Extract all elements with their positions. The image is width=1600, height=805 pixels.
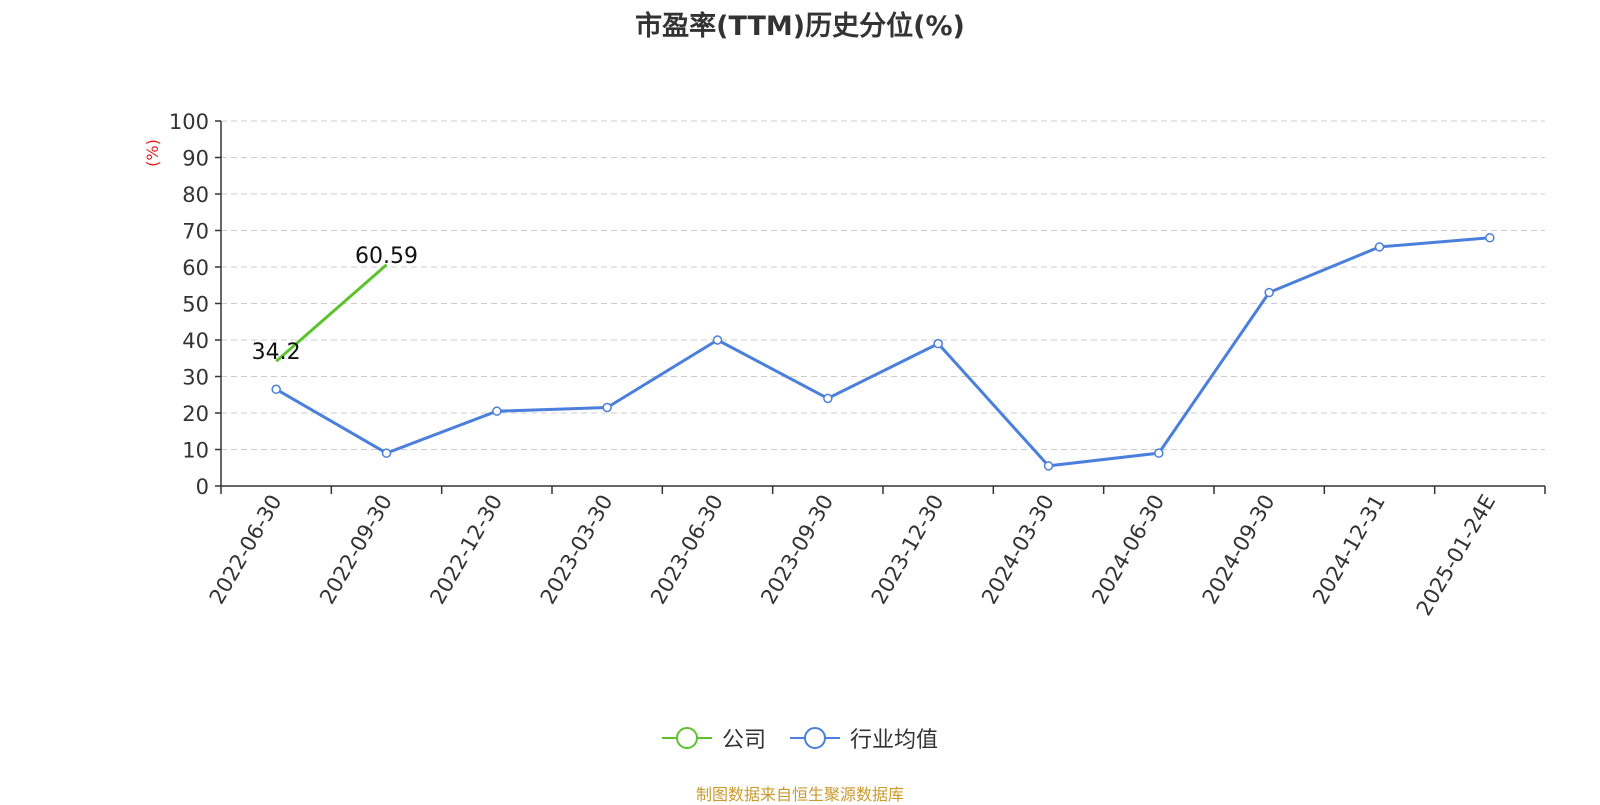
x-tick-label: 2023-12-30 <box>867 491 949 609</box>
y-tick-label: 0 <box>196 475 209 499</box>
x-tick-label: 2024-03-30 <box>977 491 1059 609</box>
legend-swatch <box>661 727 712 749</box>
legend-swatch <box>790 727 840 749</box>
legend-swatch-marker <box>675 727 698 749</box>
legend-label: 公司 <box>721 728 766 753</box>
y-tick-label: 70 <box>182 220 209 244</box>
y-tick-label: 10 <box>182 439 209 463</box>
data-point <box>271 384 281 395</box>
x-tick-label: 2023-06-30 <box>646 491 728 609</box>
data-point <box>602 402 612 413</box>
data-point <box>492 406 502 416</box>
data-point <box>712 335 723 345</box>
y-tick-label: 60 <box>182 256 209 280</box>
series-line-1 <box>275 236 1490 468</box>
x-tick-label: 2023-03-30 <box>536 491 618 609</box>
legend-label: 行业均值 <box>850 728 939 753</box>
data-point <box>381 448 392 458</box>
data-point <box>1154 448 1164 458</box>
y-tick-label: 20 <box>182 402 209 426</box>
grid-lines <box>221 120 1545 450</box>
data-label: 34.2 <box>252 340 301 365</box>
y-tick-label: 40 <box>182 329 209 353</box>
source-note: 制图数据来自恒生聚源数据库 <box>695 785 904 804</box>
y-axis-label: (%) <box>143 139 162 167</box>
data-point <box>823 393 833 404</box>
legend-item[interactable]: 公司 <box>661 722 766 754</box>
x-tick-label: 2022-09-30 <box>315 491 397 609</box>
data-point <box>1374 242 1385 252</box>
x-tick-label: 2024-09-30 <box>1198 491 1280 609</box>
x-tick-label: 2022-06-30 <box>205 491 287 609</box>
y-tick-label: 100 <box>169 110 209 134</box>
legend-item[interactable]: 行业均值 <box>790 722 938 754</box>
legend-swatch-marker <box>804 727 826 749</box>
x-tick-label: 2025-01-24E <box>1412 491 1500 620</box>
data-point <box>1264 287 1274 298</box>
x-tick-label: 2022-12-30 <box>425 491 507 609</box>
y-tick-label: 30 <box>182 366 209 390</box>
x-tick-label: 2024-12-31 <box>1308 491 1390 609</box>
data-point <box>1043 461 1054 471</box>
series: 34.2 60.59 <box>252 233 1495 471</box>
x-tick-label: 2024-06-30 <box>1087 491 1169 609</box>
data-label: 60.59 <box>355 244 418 269</box>
data-point <box>1485 233 1495 243</box>
series-line-0 <box>275 263 388 363</box>
legend: 公司 行业均值 <box>0 722 1600 754</box>
chart-title: 市盈率(TTM)历史分位(%) <box>635 11 965 42</box>
y-tick-label: 50 <box>182 293 209 317</box>
axes: 0 10 20 30 40 50 60 70 80 90 100 2022-06-30 2022-09-… <box>169 110 1546 620</box>
y-tick-label: 80 <box>182 183 209 207</box>
data-point <box>933 338 943 349</box>
x-tick-label: 2023-09-30 <box>756 491 838 609</box>
y-tick-label: 90 <box>182 147 209 171</box>
